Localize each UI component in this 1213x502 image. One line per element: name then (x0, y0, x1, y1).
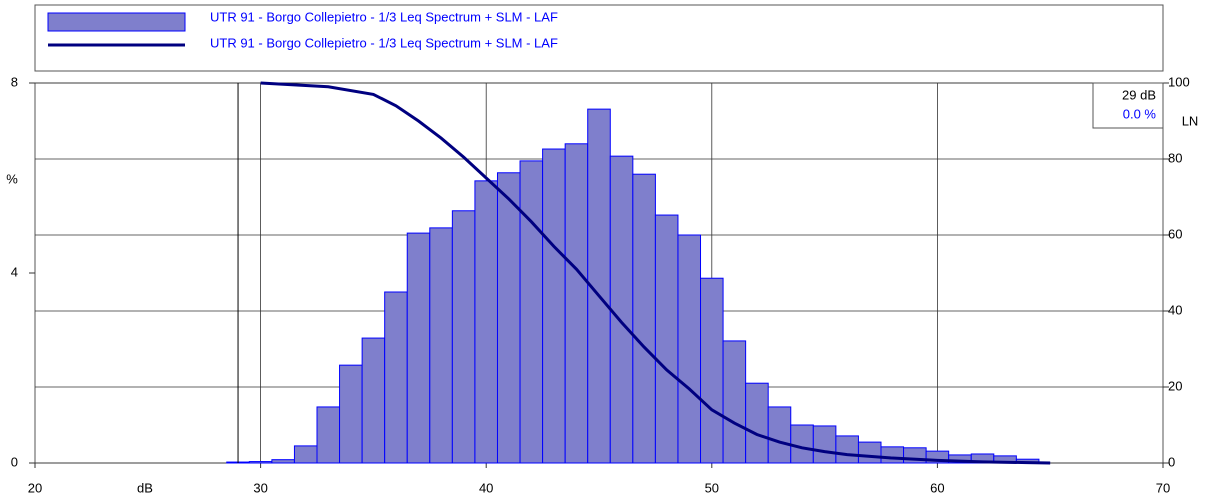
bar (271, 459, 295, 464)
cursor-label: 29 dB (1122, 87, 1156, 102)
bar (745, 382, 769, 464)
bar (835, 435, 859, 464)
bar (700, 277, 724, 464)
bar (429, 227, 453, 464)
x-tick-label: 20 (28, 480, 42, 495)
bar (361, 337, 386, 464)
legend-swatch-bar (47, 12, 186, 32)
bar (542, 148, 566, 464)
bar (654, 214, 679, 464)
x-axis-label: dB (137, 480, 153, 495)
bar (339, 364, 363, 464)
bar (248, 461, 273, 464)
bar (293, 445, 318, 464)
x-tick-label: 40 (479, 480, 493, 495)
cursor-percent: 0.0 % (1123, 106, 1157, 121)
bar (722, 340, 747, 464)
y2-tick-label: 20 (1168, 378, 1182, 393)
bar (880, 446, 905, 464)
x-tick-label: 70 (1156, 480, 1170, 495)
y2-tick-label: 100 (1168, 74, 1190, 89)
legend-label: UTR 91 - Borgo Collepietro - 1/3 Leq Spe… (210, 35, 558, 50)
bar (812, 425, 837, 464)
bar (790, 424, 814, 464)
bar (519, 160, 544, 464)
y-axis-label: % (6, 171, 18, 186)
legend-box (34, 4, 1164, 72)
y2-axis-label: LN (1182, 113, 1199, 128)
bar (316, 406, 341, 464)
y2-tick-label: 0 (1168, 454, 1175, 469)
bar (496, 172, 521, 464)
bar (632, 173, 656, 464)
bar (677, 234, 702, 464)
bar (564, 143, 589, 464)
x-tick-label: 30 (253, 480, 267, 495)
legend-label: UTR 91 - Borgo Collepietro - 1/3 Leq Spe… (210, 9, 558, 24)
bar (767, 406, 792, 464)
y2-tick-label: 40 (1168, 302, 1182, 317)
bar (406, 232, 431, 464)
y2-tick-label: 80 (1168, 150, 1182, 165)
x-tick-label: 60 (930, 480, 944, 495)
cursor-box (1092, 82, 1164, 129)
y-tick-label: 0 (11, 454, 18, 469)
y2-tick-label: 60 (1168, 226, 1182, 241)
bar (384, 291, 408, 464)
y-tick-label: 8 (11, 74, 18, 89)
bar (609, 155, 634, 464)
x-tick-label: 50 (705, 480, 719, 495)
y-tick-label: 4 (11, 264, 18, 279)
cumulative-line (260, 81, 1051, 465)
bar (474, 180, 498, 464)
bar (857, 441, 882, 464)
bar (451, 210, 476, 464)
